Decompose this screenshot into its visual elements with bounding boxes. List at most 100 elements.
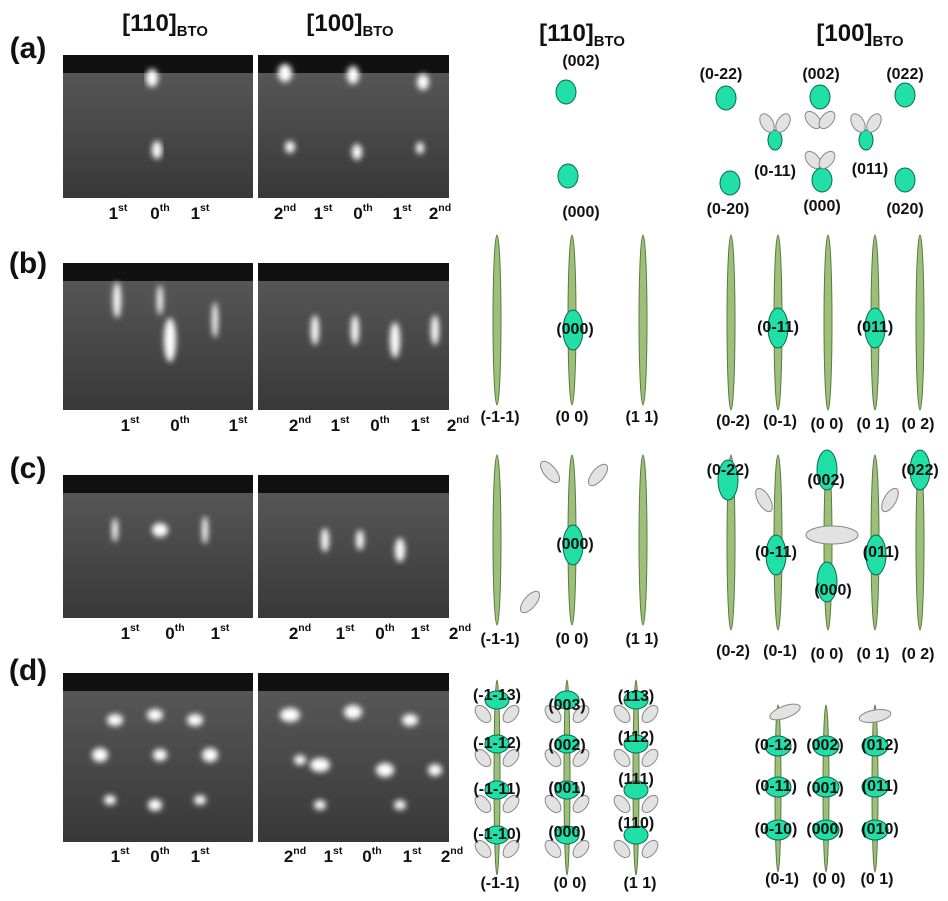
text-script: th bbox=[160, 202, 170, 214]
text-main: 2 bbox=[447, 416, 456, 435]
text-main: 1 bbox=[324, 847, 333, 866]
miller-index: (0-11) bbox=[754, 163, 796, 180]
text-script: nd bbox=[456, 414, 469, 426]
miller-index: (-1-1) bbox=[480, 875, 519, 892]
miller-index: (002) bbox=[548, 737, 585, 754]
text-script: st bbox=[420, 414, 430, 426]
rheed-image bbox=[258, 673, 449, 842]
text-main: 1 bbox=[411, 416, 420, 435]
text-script: th bbox=[160, 845, 170, 857]
text-main: 1 bbox=[229, 416, 238, 435]
miller-index: (000) bbox=[548, 824, 585, 841]
diffraction-spot bbox=[347, 66, 359, 84]
order-label: 0th bbox=[150, 845, 169, 867]
order-label: 1st bbox=[411, 622, 430, 644]
miller-index: (0-1) bbox=[763, 413, 797, 430]
text-main: [110] bbox=[122, 10, 177, 37]
text-script: st bbox=[333, 845, 343, 857]
miller-index: (0-2) bbox=[716, 643, 750, 660]
miller-index: (001) bbox=[806, 780, 843, 797]
twin-lobe bbox=[806, 526, 858, 544]
miller-index: (011) bbox=[863, 544, 899, 561]
text-script: st bbox=[412, 845, 422, 857]
image-shadow bbox=[63, 475, 253, 493]
order-label: 0th bbox=[375, 622, 394, 644]
order-label: 1st bbox=[121, 414, 140, 436]
diffraction-spot bbox=[376, 763, 394, 777]
text-main: 1 bbox=[109, 204, 118, 223]
order-label: 1st bbox=[229, 414, 248, 436]
miller-index: (000) bbox=[556, 321, 593, 338]
diffraction-spot bbox=[148, 799, 162, 811]
text-main: 1 bbox=[191, 204, 200, 223]
miller-index: (022) bbox=[886, 66, 923, 83]
order-label: 2nd bbox=[289, 622, 311, 644]
order-label: 1st bbox=[403, 845, 422, 867]
text-script: st bbox=[238, 414, 248, 426]
text-script: th bbox=[363, 202, 373, 214]
miller-index: (000) bbox=[562, 204, 599, 221]
order-label: 0th bbox=[150, 202, 169, 224]
miller-index: (002) bbox=[562, 53, 599, 70]
reciprocal-rod bbox=[824, 235, 832, 410]
diffraction-spot bbox=[202, 516, 208, 544]
text-main: 1 bbox=[121, 416, 130, 435]
text-script: BTO bbox=[872, 34, 903, 50]
miller-index: (0 1) bbox=[857, 416, 890, 433]
text-main: [100] bbox=[306, 10, 362, 37]
miller-index: (000) bbox=[803, 198, 840, 215]
twin-lobe bbox=[878, 486, 901, 515]
text-main: 0 bbox=[165, 624, 174, 643]
twin-lobe bbox=[585, 461, 611, 489]
text-script: st bbox=[200, 845, 210, 857]
text-main: 0 bbox=[375, 624, 384, 643]
miller-index: (0-11) bbox=[755, 778, 797, 795]
text-script: nd bbox=[458, 622, 471, 634]
text-script: nd bbox=[298, 414, 311, 426]
miller-index: (111) bbox=[618, 771, 654, 788]
row-label: (a) bbox=[10, 32, 47, 65]
miller-index: (0-22) bbox=[707, 462, 750, 479]
reciprocal-spot bbox=[895, 168, 915, 192]
reciprocal-rod bbox=[639, 455, 647, 625]
miller-index: (011) bbox=[857, 319, 893, 336]
miller-index: (002) bbox=[806, 737, 843, 754]
text-main: 2 bbox=[289, 624, 298, 643]
miller-index: (0-20) bbox=[707, 201, 750, 218]
text-main: 1 bbox=[211, 624, 220, 643]
diffraction-spot bbox=[314, 800, 326, 810]
diffraction-spot bbox=[416, 142, 424, 154]
miller-index: (0-12) bbox=[755, 737, 798, 754]
text-main: 2 bbox=[449, 624, 458, 643]
rheed-image bbox=[63, 475, 253, 618]
diffraction-spot bbox=[390, 322, 400, 358]
text-script: st bbox=[130, 622, 140, 634]
text-main: 1 bbox=[121, 624, 130, 643]
column-header: [100]BTO bbox=[306, 10, 393, 40]
diffraction-spot bbox=[153, 749, 167, 761]
text-main: 0 bbox=[150, 204, 159, 223]
text-main: 0 bbox=[370, 416, 379, 435]
column-header: [110]BTO bbox=[122, 10, 208, 40]
diffraction-spot bbox=[280, 708, 300, 722]
text-script: nd bbox=[450, 845, 463, 857]
text-main: [100] bbox=[816, 20, 872, 47]
reciprocal-rod bbox=[493, 455, 501, 625]
text-main: 1 bbox=[411, 624, 420, 643]
diffraction-spot bbox=[394, 800, 406, 810]
miller-index: (002) bbox=[802, 66, 839, 83]
reciprocal-spot bbox=[812, 168, 832, 192]
diffraction-spot bbox=[92, 748, 108, 762]
order-label: 2nd bbox=[284, 845, 306, 867]
text-script: nd bbox=[283, 202, 296, 214]
miller-index: (0 0) bbox=[811, 416, 844, 433]
twin-lobe bbox=[517, 588, 543, 616]
miller-index: (112) bbox=[618, 729, 654, 746]
diffraction-spot bbox=[402, 714, 418, 726]
text-script: BTO bbox=[177, 24, 208, 40]
diffraction-spot bbox=[395, 538, 405, 562]
row-label: (c) bbox=[10, 452, 47, 485]
diffraction-spot bbox=[352, 144, 362, 160]
text-main: 1 bbox=[393, 204, 402, 223]
text-main: 0 bbox=[353, 204, 362, 223]
